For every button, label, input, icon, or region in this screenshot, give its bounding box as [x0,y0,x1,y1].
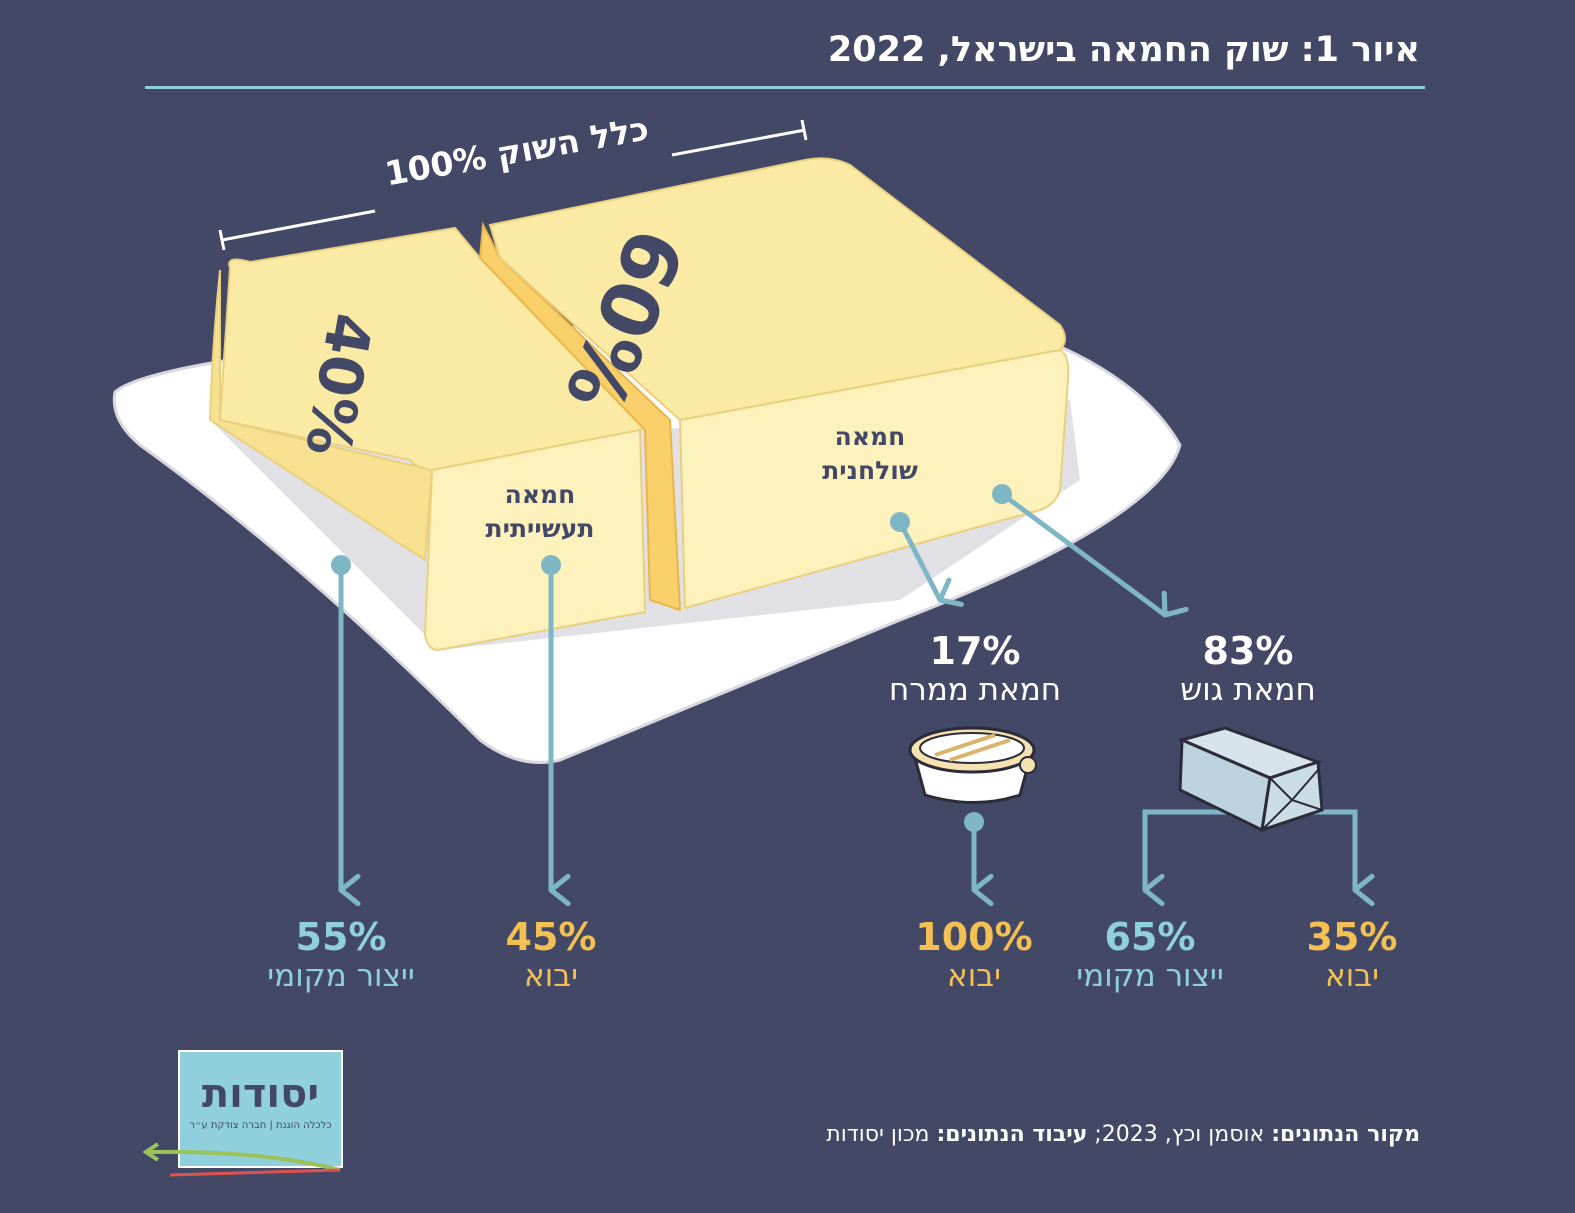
industrial-local-label: ייצור מקומי [267,958,415,994]
table-butter-label: חמאה שולחנית [822,422,918,485]
processing-text: מכון יסודות [826,1122,937,1147]
source-label: מקור הנתונים: [1271,1122,1420,1147]
spread-tub-icon [908,726,1037,804]
market-measure-line [218,119,808,251]
spread-share: 17% [929,629,1021,673]
block-local-label: ייצור מקומי [1076,958,1224,994]
data-source: מקור הנתונים: אוסמן וכץ, 2023; עיבוד הנת… [826,1122,1420,1147]
block-butter-icon [1177,726,1324,833]
block-local-share: 65% [1104,915,1196,959]
block-subtype: 83% חמאת גוש [1180,632,1315,710]
industrial-butter-front [423,428,647,652]
source-text: אוסמן וכץ, 2023; [1087,1122,1272,1147]
block-import-share: 35% [1306,915,1398,959]
industrial-import-label: יבוא [523,958,579,994]
arrow-origin-dots [331,484,1012,832]
industrial-import-share: 45% [505,915,597,959]
block-import-label: יבוא [1324,958,1380,994]
block-import: 35% יבוא [1307,918,1398,996]
industrial-butter-label: חמאה תעשייתית [485,480,595,543]
logo-tagline: כלכלה הוגנת | חברה צודקת ע״ר [189,1120,332,1131]
industrial-local: 55% ייצור מקומי [267,918,415,996]
spread-subtype: 17% חמאת ממרח [889,632,1061,710]
yesodot-logo: יסודות כלכלה הוגנת | חברה צודקת ע״ר [178,1050,343,1168]
spread-label: חמאת ממרח [888,672,1062,708]
block-share: 83% [1202,629,1294,673]
butter-cut-face [478,221,682,612]
logo-swoosh [142,1142,341,1177]
processing-label: עיבוד הנתונים: [936,1122,1088,1147]
industrial-local-share: 55% [295,915,387,959]
title-divider [145,86,1425,89]
block-local: 65% ייצור מקומי [1076,918,1224,996]
spread-import-share: 100% [915,915,1033,959]
block-label: חמאת גוש [1180,672,1316,708]
industrial-butter-side [208,269,434,562]
chart-title: איור 1: שוק החמאה בישראל, 2022 [827,30,1420,70]
spread-import: 100% יבוא [915,918,1032,996]
industrial-import: 45% יבוא [506,918,597,996]
spread-import-label: יבוא [946,958,1002,994]
logo-name: יסודות [201,1071,320,1117]
table-butter-front [678,348,1070,610]
